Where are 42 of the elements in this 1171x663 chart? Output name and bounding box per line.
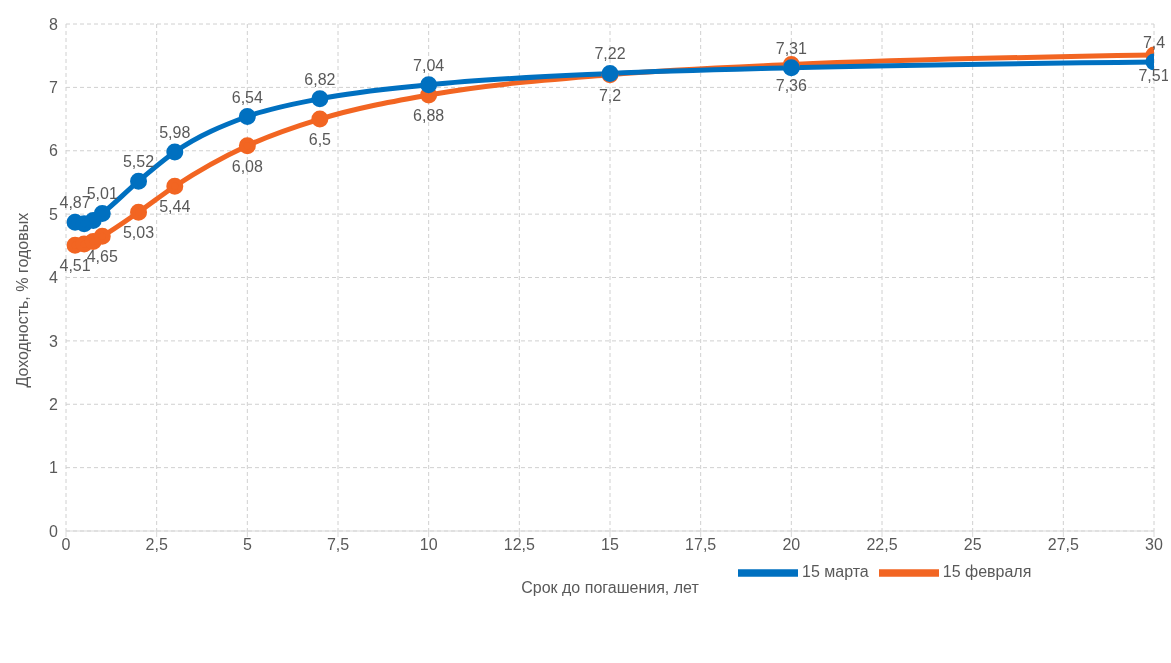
x-tick-label: 0 <box>61 536 71 554</box>
data-label: 6,54 <box>231 88 264 106</box>
data-label: 5,98 <box>159 124 191 142</box>
y-tick-label: 6 <box>49 142 59 160</box>
x-tick-label: 5 <box>242 536 252 554</box>
x-tick-label: 17,5 <box>685 536 717 554</box>
x-tick-label: 20 <box>782 536 801 554</box>
x-tick-label: 12,5 <box>503 536 536 554</box>
data-label: 6,88 <box>413 106 445 124</box>
data-label: 5,52 <box>122 153 155 171</box>
x-tick-label: 30 <box>1145 536 1163 554</box>
y-tick-label: 2 <box>49 395 59 413</box>
x-tick-label: 27,5 <box>1047 536 1080 554</box>
y-tick-label: 0 <box>49 522 59 540</box>
data-label: 7,4 <box>1142 34 1166 52</box>
x-tick-label: 10 <box>419 536 438 554</box>
data-label: 7,04 <box>413 56 445 74</box>
x-tick-label: 7,5 <box>326 536 350 554</box>
legend-label: 15 марта <box>802 563 869 581</box>
data-label: 5,44 <box>159 198 191 216</box>
data-label: 6,82 <box>304 70 336 88</box>
x-tick-label: 25 <box>963 536 982 554</box>
legend-label: 15 февраля <box>942 563 1032 581</box>
y-tick-label: 3 <box>49 332 59 350</box>
data-label: 5,03 <box>122 224 155 242</box>
data-label: 7,22 <box>594 45 626 63</box>
data-label: 7,2 <box>598 86 622 104</box>
y-tick-label: 7 <box>49 79 59 97</box>
y-tick-label: 8 <box>49 15 59 33</box>
data-label: 6,08 <box>231 157 264 175</box>
y-tick-label: 1 <box>49 459 59 477</box>
data-label: 7,36 <box>775 76 808 94</box>
y-tick-label: 5 <box>49 205 59 223</box>
x-axis-title: Срок до погашения, лет <box>521 579 700 596</box>
data-label: 7,31 <box>775 39 808 57</box>
x-tick-label: 15 <box>601 536 619 554</box>
y-axis-title: Доходность, % годовых <box>13 212 31 388</box>
x-tick-label: 22,5 <box>866 536 898 554</box>
data-label: 6,5 <box>308 131 332 149</box>
data-label: 7,51 <box>1138 67 1170 85</box>
x-tick-label: 2,5 <box>145 536 168 554</box>
y-tick-label: 4 <box>49 269 59 287</box>
